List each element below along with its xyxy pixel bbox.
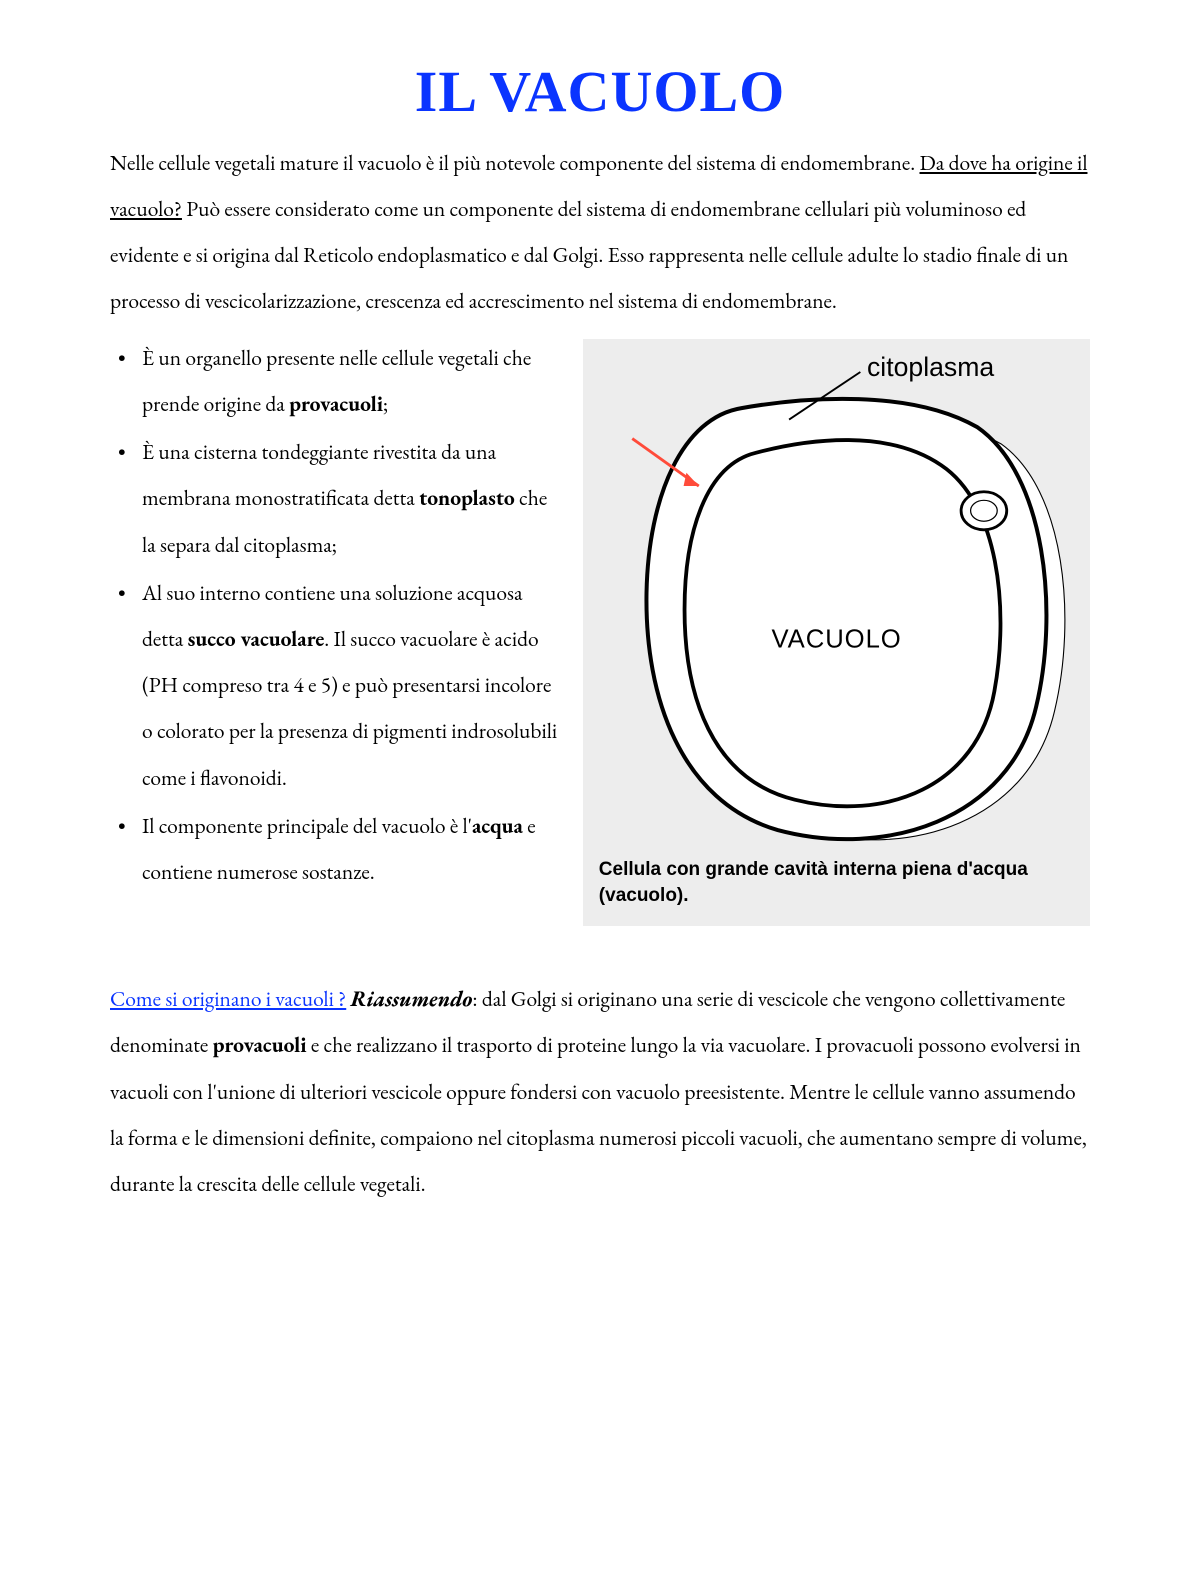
vacuole-figure: citoplasma VACUOLO Cellula con grande ca… [583, 339, 1090, 926]
summary-question: Come si originano i vacuoli ? [110, 985, 346, 1013]
list-item: È una cisterna tondeggiante rivestita da… [116, 429, 561, 568]
bullet-strong: succo vacuolare [188, 625, 325, 653]
list-item: Il componente principale del vacuolo è l… [116, 803, 561, 895]
bullet-strong: tonoplasto [419, 484, 515, 512]
page-title: IL VACUOLO [110, 60, 1090, 124]
bullet-text: Il componente principale del vacuolo è l… [142, 812, 472, 840]
intro-paragraph: Nelle cellule vegetali mature il vacuolo… [110, 140, 1090, 325]
list-item: È un organello presente nelle cellule ve… [116, 335, 561, 427]
intro-line-1: Nelle cellule vegetali mature il vacuolo… [110, 149, 915, 177]
summary-paragraph: Come si originano i vacuoli ? Riassumend… [110, 976, 1090, 1207]
figure-caption: Cellula con grande cavità interna piena … [599, 857, 1074, 908]
figure-label-vacuolo: VACUOLO [771, 625, 901, 653]
bullet-text: ; [383, 390, 388, 418]
summary-strong: provacuoli [213, 1031, 307, 1059]
list-item: Al suo interno contiene una soluzione ac… [116, 570, 561, 801]
bullet-strong: provacuoli [289, 390, 383, 418]
summary-riassumendo: Riassumendo [351, 985, 473, 1013]
figure-label-citoplasma: citoplasma [867, 353, 994, 382]
bullet-strong: acqua [472, 812, 523, 840]
two-column-section: È un organello presente nelle cellule ve… [110, 335, 1090, 926]
intro-line-2: Può essere considerato come un component… [110, 195, 1068, 315]
vacuole-diagram-icon: citoplasma VACUOLO [599, 353, 1074, 847]
bullet-list: È un organello presente nelle cellule ve… [110, 335, 561, 898]
